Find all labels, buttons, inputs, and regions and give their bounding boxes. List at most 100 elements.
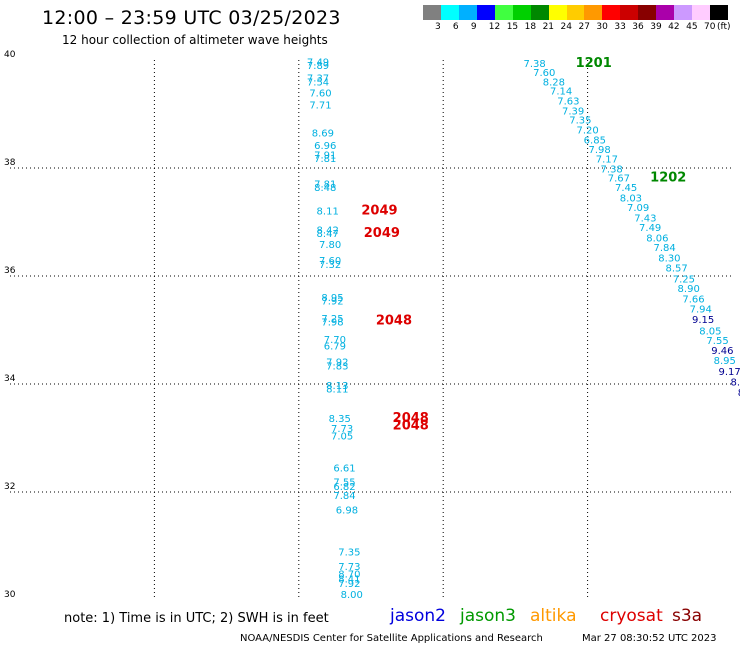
- legend-swatch: [476, 5, 496, 20]
- wave-height-value: 7.73: [331, 424, 353, 435]
- wave-height-value: 8.28: [543, 77, 565, 88]
- wave-height-value: 7.67: [608, 174, 630, 185]
- legend-label: 45: [686, 22, 698, 32]
- lat-tick-label: 40: [4, 50, 16, 60]
- wave-height-value: 8.11: [317, 206, 339, 217]
- satellite-jason2: jason2: [390, 606, 446, 626]
- wave-height-value: 8.35: [329, 414, 351, 425]
- wave-height-value: 8.42: [317, 225, 339, 236]
- wave-height-value: 7.49: [639, 223, 661, 234]
- legend-swatch: [638, 5, 657, 20]
- legend-label: 30: [596, 22, 608, 32]
- wave-height-value: 8.47: [317, 229, 339, 240]
- map-title: 12:00 – 23:59 UTC 03/25/2023: [42, 7, 341, 29]
- legend-label: 21: [542, 22, 555, 32]
- wave-height-value: 8.00: [341, 590, 363, 600]
- wave-height-value: 7.92: [326, 358, 348, 369]
- wave-height-value: 8.11: [326, 385, 348, 396]
- legend-unit: (ft): [717, 22, 731, 32]
- wave-height-value: 7.38: [601, 164, 623, 175]
- wave-height-value: 6.85: [584, 136, 606, 147]
- pass-number-label: 2048: [393, 411, 429, 426]
- legend-swatch: [602, 5, 621, 20]
- wave-height-value: 7.91: [314, 150, 336, 161]
- pass-number-label: 1201: [576, 56, 612, 71]
- satellite-altika: altika: [530, 606, 577, 626]
- footer-note: note: 1) Time is in UTC; 2) SWH is in fe…: [64, 611, 329, 626]
- wave-height-value: 8.05: [699, 326, 721, 337]
- wave-height-value: 6.82: [333, 482, 355, 493]
- wave-height-value: 7.20: [576, 125, 598, 136]
- legend-label: 12: [488, 22, 501, 32]
- wave-height-value: 7.45: [615, 183, 637, 194]
- wave-height-value: 8.95: [321, 293, 343, 304]
- legend-swatch: [548, 5, 568, 20]
- wave-height-value: 7.98: [321, 318, 343, 329]
- wave-height-value: 8.06: [646, 233, 668, 244]
- pass-number-label: 2049: [364, 226, 400, 241]
- legend-swatch: [440, 5, 460, 20]
- legend-swatch: [692, 5, 711, 20]
- wave-height-value: 6.61: [333, 463, 355, 474]
- legend-label: 15: [506, 22, 519, 32]
- color-scale-legend: [423, 5, 729, 20]
- wave-height-value: 7.14: [550, 87, 572, 98]
- map-subtitle: 12 hour collection of altimeter wave hei…: [62, 33, 328, 47]
- lat-tick-label: 30: [4, 590, 16, 600]
- wave-height-value: 7.05: [331, 432, 353, 443]
- wave-height-value: 8.90: [678, 284, 700, 295]
- pass-number-label: 2048: [393, 418, 429, 433]
- wave-height-value: 7.35: [338, 548, 360, 559]
- wave-height-value: 8.48: [314, 183, 336, 194]
- satellite-cryosat: cryosat: [600, 606, 663, 626]
- legend-label: 33: [614, 22, 626, 32]
- satellite-jason3: jason3: [460, 606, 516, 626]
- wave-height-value: 7.94: [690, 305, 712, 316]
- wave-height-value: 7.09: [627, 203, 649, 214]
- wave-height-value: 7.43: [634, 213, 656, 224]
- wave-height-value: 7.25: [673, 274, 695, 285]
- pass-number-label: 1202: [650, 171, 686, 186]
- wave-height-value: 7.55: [706, 336, 728, 347]
- wave-height-value: 9.15: [692, 315, 714, 326]
- wave-height-value: 7.25: [321, 314, 343, 325]
- wave-height-value: 8.70: [338, 569, 360, 580]
- wave-height-value: 7.89: [307, 61, 329, 72]
- pass-number-label: 2049: [361, 203, 397, 218]
- wave-height-value: 8.57: [666, 264, 688, 275]
- wave-height-value: 7.32: [319, 260, 341, 271]
- wave-height-value: 8.95: [714, 356, 736, 367]
- lat-tick-label: 32: [4, 482, 15, 492]
- legend-label: 6: [452, 22, 459, 32]
- legend-swatch: [512, 5, 532, 20]
- wave-height-value: 7.39: [562, 107, 584, 118]
- wave-height-value: 7.60: [319, 256, 341, 267]
- wave-height-value: 7.63: [557, 96, 579, 107]
- legend-label: 42: [668, 22, 680, 32]
- wave-height-value: 8.95: [730, 378, 740, 389]
- legend-label: 18: [524, 22, 537, 32]
- wave-height-value: 8.69: [312, 129, 334, 140]
- wave-height-value: 8.30: [658, 253, 680, 264]
- legend-swatch: [710, 5, 729, 20]
- wave-height-value: 6.79: [324, 341, 346, 352]
- wave-height-value: 7.84: [653, 243, 675, 254]
- wave-height-value: 7.73: [338, 562, 360, 573]
- wave-height-value: 7.35: [569, 116, 591, 127]
- legend-swatch: [458, 5, 478, 20]
- wave-height-value: 7.60: [533, 68, 555, 79]
- wave-height-value: 7.81: [314, 179, 336, 190]
- lat-tick-label: 38: [4, 158, 16, 168]
- wave-height-value: 7.54: [307, 77, 329, 88]
- wave-height-value: 7.38: [524, 59, 546, 70]
- map-plot-area: -150-147-144-141-138-1354038363432307.49…: [4, 50, 740, 600]
- wave-height-value: 7.81: [314, 154, 336, 165]
- legend-swatch: [566, 5, 585, 20]
- credit-text: NOAA/NESDIS Center for Satellite Applica…: [240, 633, 543, 644]
- wave-height-value: 7.70: [324, 335, 346, 346]
- legend-label: 39: [650, 22, 662, 32]
- wave-height-value: 7.92: [338, 579, 360, 590]
- legend-label: 70: [704, 22, 716, 32]
- wave-height-value: 8.13: [326, 381, 348, 392]
- legend-swatch: [494, 5, 514, 20]
